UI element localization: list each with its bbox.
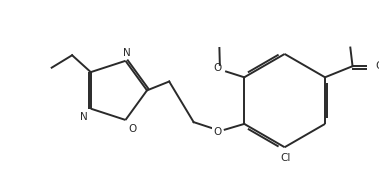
Text: O: O (128, 124, 136, 134)
Text: O: O (213, 127, 221, 137)
Text: O: O (376, 61, 379, 71)
Text: O: O (214, 63, 222, 73)
Text: N: N (122, 48, 130, 58)
Text: Cl: Cl (280, 153, 291, 163)
Text: N: N (80, 112, 88, 122)
